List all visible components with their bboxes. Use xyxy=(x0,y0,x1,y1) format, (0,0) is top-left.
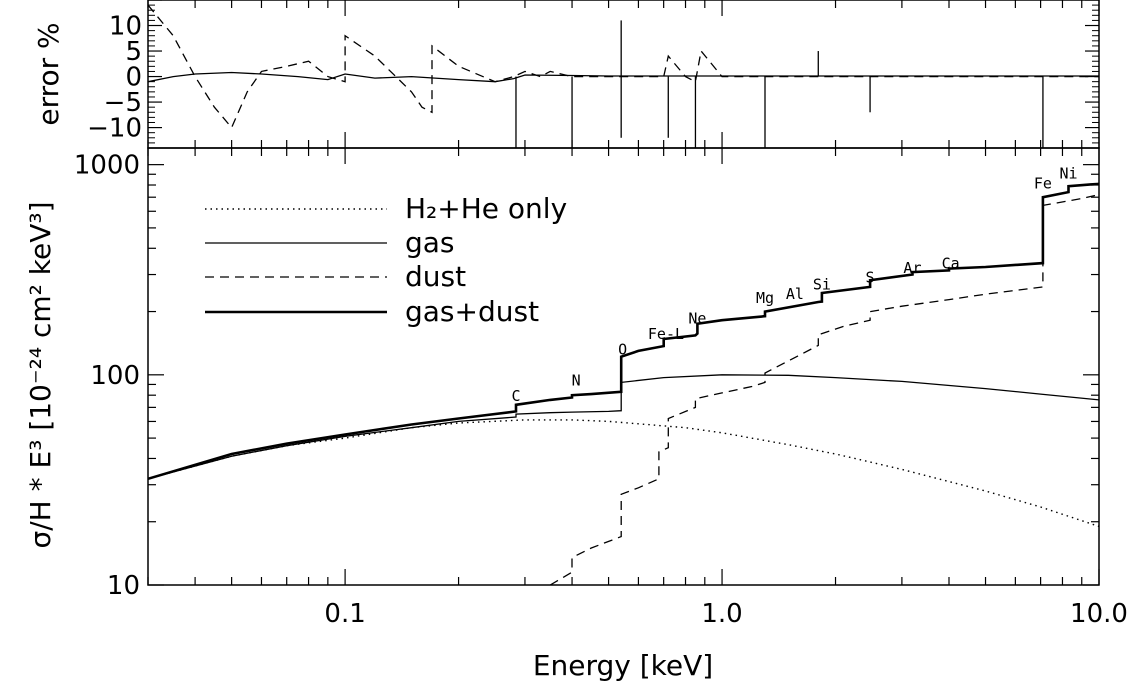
cross-section-series-gas xyxy=(148,374,1099,480)
edge-label-al: Al xyxy=(786,285,804,303)
legend-label: H₂+He only xyxy=(405,192,567,225)
cross-section-series xyxy=(148,182,1099,585)
energy-axis-label: Energy [keV] xyxy=(533,649,713,682)
edge-labels: C N O Fe-LNe Mg Al Si S Ar Ca Fe Ni xyxy=(511,164,1077,405)
error-ytick-label: 0 xyxy=(125,63,142,93)
cross-section-series-dust xyxy=(549,193,1099,585)
energy-tick-label: 10.0 xyxy=(1070,599,1128,629)
edge-label-ca: Ca xyxy=(942,255,960,273)
edge-label-ni: Ni xyxy=(1059,164,1077,182)
edge-label-fe-l: Fe-L xyxy=(648,325,684,343)
error-ytick-label: −10 xyxy=(87,114,142,144)
error-ytick-label: 5 xyxy=(125,37,142,67)
edge-label-n: N xyxy=(572,371,581,389)
cross-section-axes: 0.1 1.0 10.0 10 100 1000 xyxy=(74,147,1128,629)
cross-section-series-h-he-only xyxy=(148,419,1099,528)
legend-label: gas xyxy=(405,226,455,259)
cross-section-ytick-label: 10 xyxy=(107,571,140,601)
edge-label-c: C xyxy=(511,387,520,405)
error-series-dashed xyxy=(148,4,1099,129)
cross-section-frame xyxy=(147,147,1100,586)
edge-label-si: Si xyxy=(813,275,831,293)
energy-tick-label: 1.0 xyxy=(701,599,742,629)
cross-section-series-gas-dust xyxy=(148,182,1099,481)
cross-section-ytick-label: 1000 xyxy=(74,151,140,181)
error-series xyxy=(148,4,1099,148)
legend-label: dust xyxy=(405,260,466,293)
edge-label-ar: Ar xyxy=(903,259,921,277)
edge-label-o: O xyxy=(618,340,627,358)
edge-label-fe: Fe xyxy=(1034,174,1052,192)
error-axis-label: error % xyxy=(32,22,65,125)
edge-label-mg: Mg xyxy=(756,289,774,307)
error-ytick-label: −5 xyxy=(104,88,142,118)
legend-label: gas+dust xyxy=(405,295,539,328)
edge-label-s: S xyxy=(866,268,875,286)
cross-section-axis-label: σ/H * E³ [10⁻²⁴ cm² keV³] xyxy=(24,201,57,548)
error-ytick-label: 10 xyxy=(109,12,142,42)
cross-section-ytick-label: 100 xyxy=(90,361,140,391)
energy-tick-label: 0.1 xyxy=(324,599,365,629)
cross-section-panel: 0.1 1.0 10.0 10 100 1000 C N O Fe-LNe Mg Al Si S Ar Ca… xyxy=(24,147,1128,682)
edge-label-ne: Ne xyxy=(688,310,706,328)
error-frame xyxy=(147,0,1100,149)
